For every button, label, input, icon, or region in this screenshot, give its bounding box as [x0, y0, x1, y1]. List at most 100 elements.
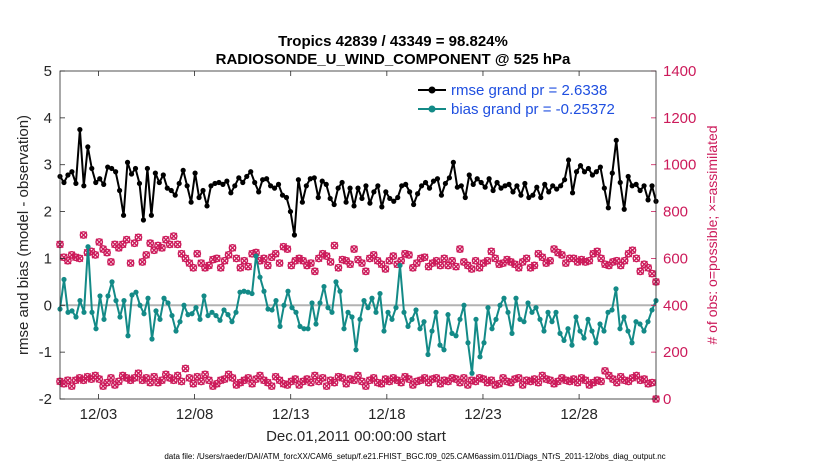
possible-marker [467, 265, 476, 273]
assimilated-marker [487, 376, 496, 385]
plot-frame [59, 70, 657, 400]
rmse-point [522, 180, 528, 187]
assimilated-marker [154, 378, 162, 387]
possible-cross [648, 269, 656, 278]
bias-point [517, 316, 523, 322]
bias-point [537, 316, 543, 322]
possible-marker [185, 259, 194, 268]
possible-marker [408, 263, 417, 272]
assimilated-marker [581, 376, 590, 385]
assimilated-marker [397, 378, 406, 387]
rmse-point [577, 163, 584, 169]
assimilated-cross [115, 377, 123, 386]
bias-point [549, 319, 555, 325]
rmse-point [637, 187, 643, 194]
possible-marker [648, 269, 656, 278]
possible-cross [483, 257, 492, 265]
possible-cross [173, 240, 182, 249]
assimilated-marker [350, 376, 358, 385]
assimilated-marker [95, 375, 104, 383]
assimilated-marker [612, 378, 621, 387]
assimilated-marker [585, 381, 594, 389]
rmse-point [248, 169, 254, 175]
possible-cross [271, 250, 280, 258]
x-tick-label: 12/13 [272, 406, 310, 423]
bias-point [217, 317, 223, 323]
rmse-point [97, 176, 103, 182]
y-left-tick-label: -1 [39, 344, 52, 361]
possible-cross [146, 239, 154, 247]
possible-cross [142, 251, 150, 259]
bias-point [477, 354, 483, 360]
bias-point [77, 298, 83, 304]
rmse-point [502, 183, 508, 189]
possible-cross [593, 247, 601, 256]
possible-cross [244, 262, 252, 271]
assimilated-cross [166, 374, 174, 382]
possible-marker [546, 256, 555, 265]
possible-marker [169, 232, 178, 241]
possible-cross [358, 259, 366, 267]
assimilated-cross [268, 382, 276, 390]
series-layer [56, 126, 660, 403]
assimilated-marker [389, 374, 398, 382]
assimilated-cross [307, 378, 315, 387]
assimilated-marker [420, 374, 429, 382]
bias-point [241, 288, 247, 294]
possible-marker [165, 240, 174, 249]
bias-point [189, 311, 195, 317]
assimilated-marker [150, 372, 159, 381]
bias-point [137, 302, 143, 308]
rmse-point [383, 189, 389, 195]
possible-marker [197, 259, 206, 268]
possible-marker [616, 261, 625, 270]
data-file-footer: data file: /Users/raeder/DAI/ATM_forcXX/… [164, 452, 665, 461]
assimilated-marker [256, 371, 264, 380]
assimilated-marker [514, 374, 523, 382]
assimilated-marker [197, 377, 206, 386]
bias-point [533, 305, 539, 311]
possible-marker [216, 263, 225, 272]
rmse-point [256, 189, 262, 195]
assimilated-cross [95, 375, 103, 383]
possible-marker [593, 247, 602, 256]
assimilated-cross [338, 374, 347, 382]
rmse-point [542, 181, 548, 187]
assimilated-cross [460, 374, 468, 382]
rmse-point [113, 169, 119, 175]
assimilated-cross [201, 370, 209, 379]
possible-marker [91, 251, 100, 259]
possible-marker [142, 251, 151, 259]
possible-marker [63, 256, 72, 265]
assimilated-cross [173, 371, 182, 380]
bias-point [177, 319, 183, 325]
bias-point [157, 316, 163, 322]
possible-marker [310, 267, 319, 276]
possible-marker [444, 261, 453, 270]
rmse-point [172, 192, 178, 198]
possible-cross [491, 254, 499, 263]
possible-marker [154, 241, 162, 250]
rmse-point [411, 201, 417, 208]
bias-point [321, 283, 327, 290]
bias-point [637, 321, 643, 327]
assimilated-marker [310, 371, 319, 380]
possible-marker [561, 259, 570, 268]
rmse-point [474, 176, 480, 182]
y-left-tick-label: 4 [44, 110, 52, 127]
assimilated-marker [205, 376, 213, 385]
possible-cross [291, 257, 299, 265]
rmse-point [450, 159, 456, 165]
possible-marker [318, 249, 327, 258]
rmse-point [295, 177, 301, 183]
possible-marker [475, 263, 484, 272]
assimilated-cross [150, 373, 158, 381]
possible-cross [134, 233, 143, 242]
bias-point [353, 347, 359, 353]
rmse-point [645, 197, 651, 203]
possible-cross [201, 264, 209, 272]
x-tick-label: 12/23 [464, 406, 502, 423]
assimilated-cross [146, 378, 154, 387]
rmse-point [85, 144, 91, 150]
y-right-tick-label: 400 [663, 297, 688, 314]
